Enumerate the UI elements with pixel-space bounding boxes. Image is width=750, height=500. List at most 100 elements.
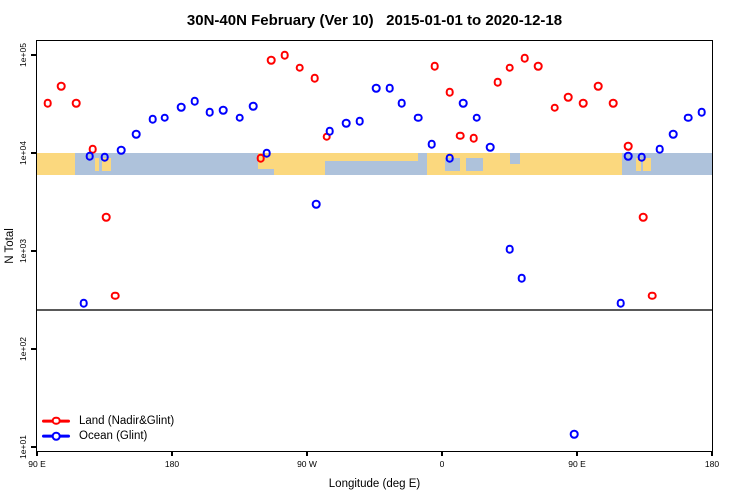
ocean-data-point xyxy=(427,139,436,149)
ocean-data-point xyxy=(569,429,579,439)
plot-area xyxy=(37,41,712,451)
land-data-point xyxy=(295,63,304,73)
ocean-data-point xyxy=(190,96,199,106)
ocean-data-point xyxy=(116,145,126,155)
land-data-point xyxy=(533,61,543,71)
land-data-point xyxy=(445,87,454,97)
ocean-data-point xyxy=(623,151,633,161)
land-data-point xyxy=(563,93,573,102)
ocean-data-point xyxy=(472,113,481,122)
x-axis-tick-label: 90 E xyxy=(568,459,586,469)
ocean-data-point xyxy=(100,152,109,162)
threshold-line xyxy=(37,309,712,311)
ocean-data-point xyxy=(683,113,693,122)
x-axis-tick-label: 90 E xyxy=(28,459,46,469)
ocean-data-point xyxy=(79,298,88,308)
y-axis-tick-label: 1e+03 xyxy=(18,239,28,263)
ocean-data-point xyxy=(176,102,186,112)
ocean-data-point xyxy=(397,99,406,108)
map-band-land xyxy=(257,153,325,176)
land-data-point xyxy=(469,133,478,143)
land-data-point xyxy=(256,153,265,163)
y-axis-tick xyxy=(31,446,36,448)
ocean-data-point xyxy=(248,101,258,111)
land-legend-marker-icon xyxy=(41,413,71,428)
ocean-data-point xyxy=(458,99,468,108)
land-data-point xyxy=(493,77,502,87)
land-data-point xyxy=(455,131,465,141)
ocean-data-point xyxy=(311,199,321,209)
x-axis-tick xyxy=(171,451,173,456)
land-data-point xyxy=(430,61,439,71)
ocean-data-point xyxy=(131,130,141,139)
y-axis-title: N Total xyxy=(4,228,16,264)
legend-label-land: Land (Nadir&Glint) xyxy=(79,414,175,427)
legend-item-land: Land (Nadir&Glint) xyxy=(41,413,174,429)
x-axis-tick xyxy=(306,451,308,456)
ocean-data-point xyxy=(235,113,244,122)
legend-item-ocean: Ocean (Glint) xyxy=(41,429,174,445)
ocean-data-point xyxy=(355,117,364,126)
x-axis-tick xyxy=(576,451,578,456)
y-axis-tick-label: 1e+02 xyxy=(18,337,28,361)
map-band-sea-patch xyxy=(257,168,274,176)
land-data-point xyxy=(593,81,603,91)
ocean-data-point xyxy=(616,298,625,308)
ocean-data-point xyxy=(485,142,495,152)
ocean-data-point xyxy=(341,119,351,128)
map-band-land xyxy=(636,158,641,171)
ocean-data-point xyxy=(262,148,271,158)
legend-label-ocean: Ocean (Glint) xyxy=(79,430,148,443)
y-axis-tick-label: 1e+01 xyxy=(18,435,28,459)
ocean-data-point xyxy=(413,113,423,122)
chart-title: 30N-40N February (Ver 10) 2015-01-01 to … xyxy=(186,12,563,29)
ocean-data-point xyxy=(160,113,169,122)
land-data-point xyxy=(647,291,657,300)
map-band-land xyxy=(101,158,111,171)
x-axis-title: Longitude (deg E) xyxy=(328,478,421,490)
ocean-data-point xyxy=(218,105,228,115)
land-data-point xyxy=(520,53,529,63)
map-band-land xyxy=(37,153,75,176)
land-data-point xyxy=(505,63,514,73)
x-axis-tick-label: 180 xyxy=(164,459,180,469)
ocean-data-point xyxy=(517,273,526,283)
legend: Land (Nadir&Glint) Ocean (Glint) xyxy=(41,413,174,444)
x-axis-tick xyxy=(711,451,713,456)
land-data-point xyxy=(101,213,111,222)
land-data-point xyxy=(71,99,81,108)
ocean-data-point xyxy=(445,153,454,163)
x-axis-tick-label: 0 xyxy=(439,459,445,469)
land-data-point xyxy=(623,141,633,151)
land-data-point xyxy=(266,55,276,65)
map-band-sea-patch xyxy=(466,158,483,171)
ocean-legend-marker-icon xyxy=(41,429,71,444)
ocean-data-point xyxy=(505,244,514,254)
y-axis-tick xyxy=(31,250,36,252)
x-axis-tick xyxy=(36,451,38,456)
y-axis-tick xyxy=(31,348,36,350)
land-data-point xyxy=(638,213,648,222)
ocean-data-point xyxy=(148,115,157,124)
x-axis-tick-label: 90 W xyxy=(297,459,317,469)
ocean-data-point xyxy=(371,83,381,93)
land-data-point xyxy=(280,50,289,60)
y-axis-tick-label: 1e+04 xyxy=(18,141,28,165)
land-data-point xyxy=(110,291,120,300)
land-data-point xyxy=(608,99,618,108)
map-band-land xyxy=(325,153,418,161)
land-data-point xyxy=(550,103,559,112)
x-axis-tick-label: 180 xyxy=(704,459,720,469)
ocean-data-point xyxy=(205,108,214,117)
ocean-data-point xyxy=(325,126,334,136)
ocean-data-point xyxy=(697,108,706,117)
ocean-data-point xyxy=(85,151,94,161)
y-axis-tick-label: 1e+05 xyxy=(18,43,28,67)
y-axis-tick xyxy=(31,54,36,56)
ocean-data-point xyxy=(637,152,646,162)
y-axis-tick xyxy=(31,152,36,154)
x-axis-tick xyxy=(441,451,443,456)
map-band-land xyxy=(643,158,651,171)
map-band-land xyxy=(94,158,99,171)
